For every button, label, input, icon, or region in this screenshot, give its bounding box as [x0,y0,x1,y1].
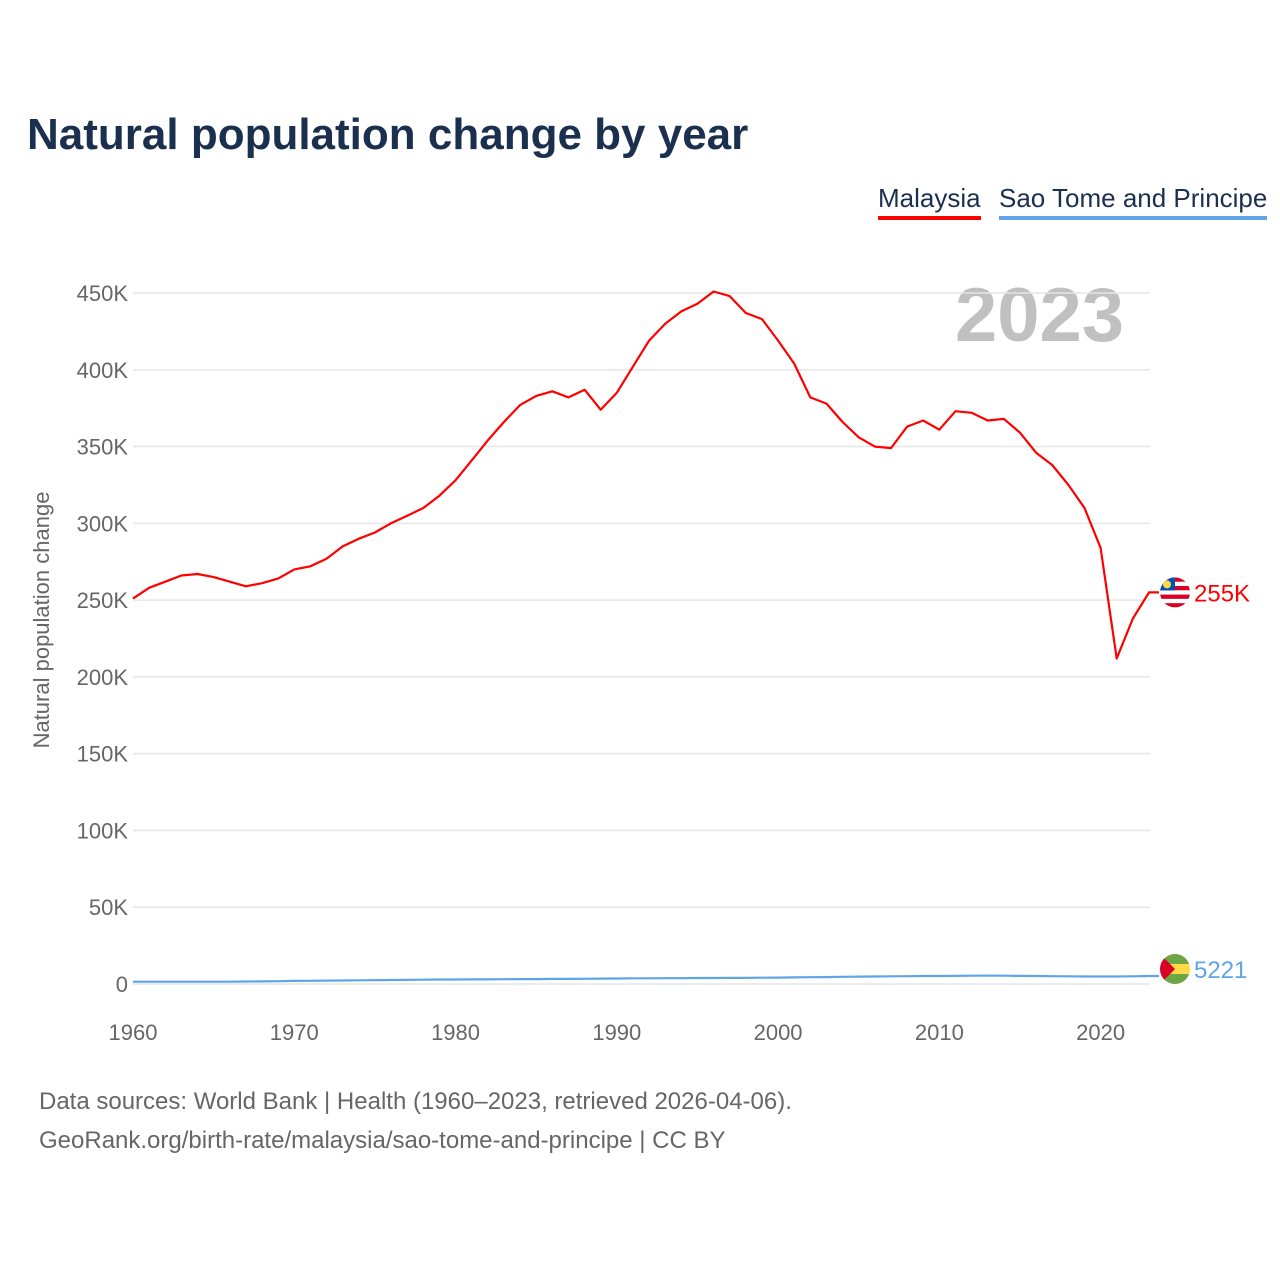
series-line-1 [133,974,1159,983]
y-tick-label: 100K [77,818,129,843]
footer-sources: Data sources: World Bank | Health (1960–… [39,1088,792,1115]
malaysia-flag-icon [1160,577,1190,608]
y-tick-label: 350K [77,435,129,460]
x-tick-label: 1970 [270,1020,319,1045]
current-year-label: 2023 [955,273,1125,358]
x-tick-label: 1990 [592,1020,641,1045]
chart-title: Natural population change by year [27,110,749,159]
y-tick-label: 0 [116,972,128,997]
y-tick-label: 200K [77,665,129,690]
end-value-label-1: 5221 [1194,957,1247,984]
footer-link[interactable]: GeoRank.org/birth-rate/malaysia/sao-tome… [39,1127,726,1154]
legend-item-malaysia[interactable]: Malaysia [878,183,981,220]
sao-tome-flag-icon [1160,953,1190,984]
x-tick-label: 2000 [754,1020,803,1045]
y-tick-label: 300K [77,511,129,536]
y-tick-label: 400K [77,358,129,383]
y-tick-label: 450K [77,281,129,306]
y-tick-label: 50K [89,895,128,920]
y-tick-label: 250K [77,588,129,613]
y-tick-label: 150K [77,742,129,767]
x-tick-label: 2020 [1076,1020,1125,1045]
end-value-label-0: 255K [1194,580,1250,607]
series-line-0 [132,290,1159,660]
x-tick-label: 1960 [109,1020,158,1045]
x-tick-label: 1980 [431,1020,480,1045]
legend-item-sao-tome-and-principe[interactable]: Sao Tome and Principe [999,183,1268,220]
x-tick-label: 2010 [915,1020,964,1045]
